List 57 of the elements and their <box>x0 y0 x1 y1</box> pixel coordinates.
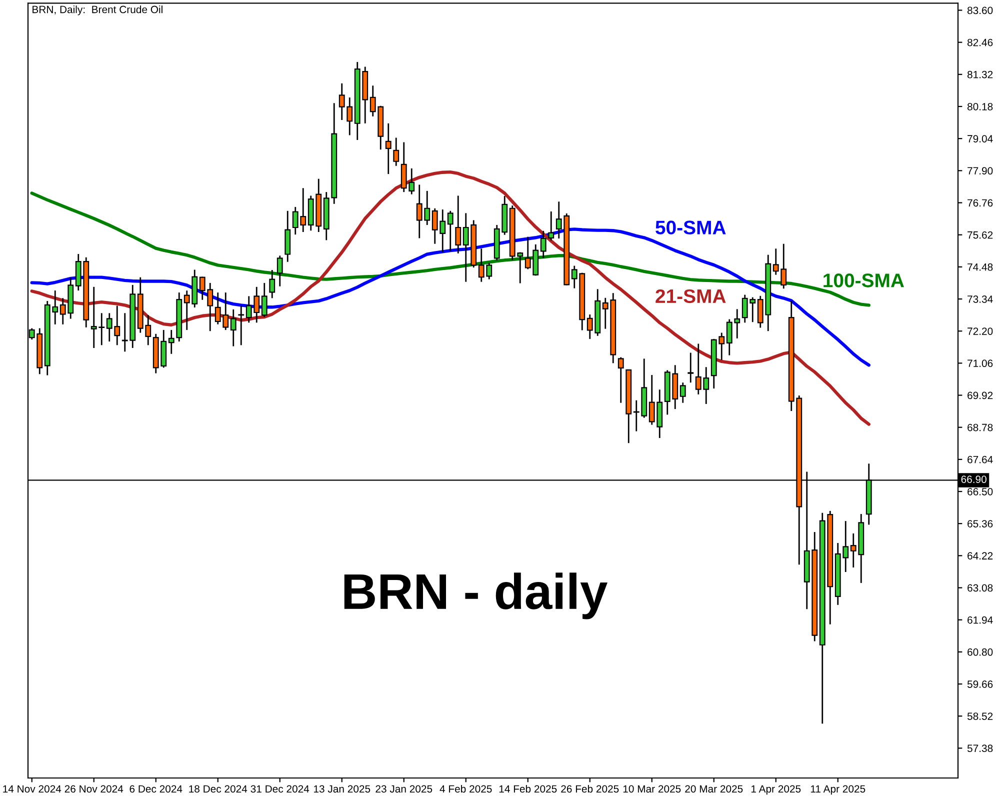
x-tick-label: 26 Feb 2025 <box>561 784 619 793</box>
candlestick <box>269 269 276 299</box>
x-tick-label: 10 Mar 2025 <box>623 785 681 793</box>
y-tick-label: 65.36 <box>968 520 993 528</box>
candlestick <box>238 305 244 346</box>
candlestick <box>455 195 462 254</box>
y-tick-label: 82.46 <box>967 38 993 46</box>
y-tick-label: 80.18 <box>967 102 993 110</box>
x-tick-label: 11 Apr 2025 <box>810 785 866 795</box>
candlestick <box>680 382 686 404</box>
annotation: BRN - daily <box>344 572 608 620</box>
y-tick-label: 63.08 <box>968 584 993 592</box>
x-tick-label: 31 Dec 2024 <box>250 785 310 793</box>
y-tick-label: 59.66 <box>967 680 993 688</box>
x-tick-label: 14 Feb 2025 <box>499 784 557 793</box>
y-tick-label: 69.92 <box>968 392 993 400</box>
candlestick <box>168 329 174 355</box>
x-tick-label: 18 Dec 2024 <box>189 785 248 793</box>
x-tick-label: 14 Nov 2024 <box>3 785 62 793</box>
x-tick-label: 6 Dec 2024 <box>130 785 182 793</box>
x-tick-label: 20 Mar 2025 <box>685 785 743 793</box>
x-tick-label: 23 Jan 2025 <box>376 785 432 793</box>
y-tick-label: 71.06 <box>968 360 993 368</box>
y-tick-label: 79.04 <box>968 135 993 142</box>
series-label: 100-SMA <box>824 274 904 288</box>
candlestick <box>447 210 454 252</box>
y-tick-label: 83.60 <box>967 6 993 14</box>
y-tick-label: 76.76 <box>968 199 993 207</box>
y-tick-label: 60.80 <box>968 648 993 656</box>
y-tick-label: 72.20 <box>968 328 993 335</box>
candlestick <box>618 356 624 404</box>
candlestick <box>261 282 268 318</box>
y-tick-label: 73.34 <box>968 295 993 303</box>
y-tick-label: 67.64 <box>968 456 993 464</box>
x-tick-label: 1 Apr 2025 <box>751 785 801 795</box>
candlestick <box>276 254 283 288</box>
x-tick-label: 26 Nov 2024 <box>64 785 124 793</box>
candlestick <box>385 122 392 175</box>
series-label: 21-SMA <box>656 289 726 304</box>
series-label: 50-SMA <box>656 220 726 234</box>
y-tick-label: 64.22 <box>968 552 993 560</box>
candlestick <box>393 137 400 167</box>
y-tick-label: 81.32 <box>967 70 993 78</box>
y-tick-label: 77.90 <box>968 167 993 175</box>
y-tick-label: 58.52 <box>967 712 993 720</box>
y-tick-label: 66.50 <box>968 488 993 496</box>
x-tick-label: 4 Feb 2025 <box>440 784 492 793</box>
y-tick-label: 68.78 <box>968 424 993 432</box>
candlestick <box>230 308 236 347</box>
candlestick <box>688 352 694 384</box>
y-tick-label: 57.38 <box>967 744 993 752</box>
ref-line-label: 66.90 <box>961 476 986 484</box>
y-tick-label: 74.48 <box>968 263 993 271</box>
y-tick-label: 61.94 <box>968 616 993 624</box>
y-tick-label: 75.62 <box>968 231 993 239</box>
chart-title: BRN, Daily: Brent Crude Oil <box>32 6 162 16</box>
x-tick-label: 13 Jan 2025 <box>314 785 370 793</box>
